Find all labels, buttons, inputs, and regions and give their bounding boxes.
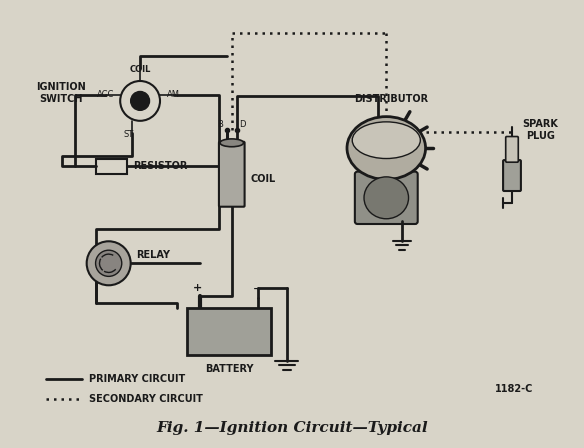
Ellipse shape bbox=[364, 177, 409, 219]
Bar bbox=[187, 308, 271, 355]
Text: ACC: ACC bbox=[96, 90, 114, 99]
Text: Fig. 1—Ignition Circuit—Typical: Fig. 1—Ignition Circuit—Typical bbox=[156, 421, 428, 435]
Text: +: + bbox=[193, 283, 202, 293]
Text: AM: AM bbox=[168, 90, 180, 99]
Text: PRIMARY CIRCUIT: PRIMARY CIRCUIT bbox=[89, 374, 185, 383]
Circle shape bbox=[96, 250, 122, 276]
Text: COIL: COIL bbox=[130, 65, 151, 73]
Ellipse shape bbox=[352, 122, 420, 159]
Text: ST: ST bbox=[123, 130, 134, 139]
FancyBboxPatch shape bbox=[503, 160, 521, 191]
FancyBboxPatch shape bbox=[355, 172, 418, 224]
Text: −: − bbox=[253, 284, 263, 294]
Circle shape bbox=[131, 91, 150, 110]
Bar bbox=[96, 159, 127, 174]
Text: 1182-C: 1182-C bbox=[495, 384, 533, 394]
Ellipse shape bbox=[347, 116, 426, 180]
Text: D: D bbox=[239, 120, 245, 129]
Text: SPARK
PLUG: SPARK PLUG bbox=[523, 119, 558, 141]
FancyBboxPatch shape bbox=[506, 137, 518, 162]
Text: COIL: COIL bbox=[250, 174, 275, 185]
Text: RESISTOR: RESISTOR bbox=[133, 161, 187, 172]
FancyBboxPatch shape bbox=[219, 142, 245, 207]
Circle shape bbox=[86, 241, 131, 285]
Text: BATTERY: BATTERY bbox=[205, 364, 253, 375]
Text: DISTRIBUTOR: DISTRIBUTOR bbox=[354, 94, 429, 103]
Ellipse shape bbox=[220, 139, 244, 147]
Text: RELAY: RELAY bbox=[136, 250, 170, 260]
Text: B: B bbox=[217, 120, 223, 129]
Text: IGNITION
SWITCH: IGNITION SWITCH bbox=[36, 82, 86, 104]
Text: SECONDARY CIRCUIT: SECONDARY CIRCUIT bbox=[89, 395, 203, 405]
